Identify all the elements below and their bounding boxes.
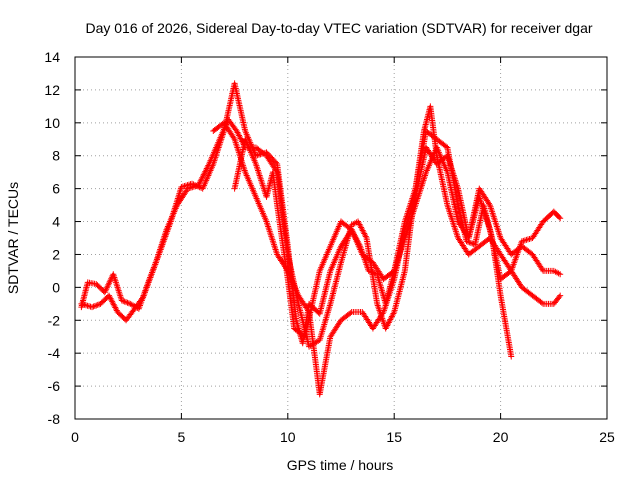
data-point [485,200,492,207]
plot-frame [74,56,608,420]
x-tick-label: 25 [599,429,615,445]
y-tick-label: 0 [52,279,60,295]
y-tick-label: 12 [44,82,60,98]
data-point [120,298,127,305]
y-tick-label: 4 [52,214,60,230]
y-tick-label: 2 [52,246,60,262]
data-point [123,299,130,306]
data-point [90,303,97,310]
data-point [463,238,470,245]
x-axis-label: GPS time / hours [287,457,394,473]
data-point [124,299,131,306]
data-point [557,215,564,222]
y-tick-label: 14 [44,49,60,65]
y-tick-label: 10 [44,115,60,131]
data-point [139,295,146,302]
y-tick-label: -6 [48,378,61,394]
data-point [89,304,96,311]
data-point [379,310,386,317]
data-point [464,238,471,245]
x-tick-label: 15 [386,429,402,445]
data-point [362,233,369,240]
x-tick-label: 0 [71,429,79,445]
y-tick-label: 8 [52,148,60,164]
data-point [508,353,515,360]
series-trace-4 [231,136,564,340]
data-point [273,167,280,174]
data-point [230,134,237,141]
data-point [94,301,101,308]
data-point [390,310,397,317]
data-point [539,266,546,273]
data-point [556,214,563,221]
x-tick-label: 20 [493,429,509,445]
data-point [125,300,132,307]
data-point [469,240,476,247]
data-point [272,159,279,166]
data-point [93,302,100,309]
grid [75,57,607,419]
chart-title: Day 016 of 2026, Sidereal Day-to-day VTE… [85,20,592,36]
y-tick-label: -8 [48,411,61,427]
data-point [557,292,564,299]
data-point [538,299,545,306]
x-tick-label: 5 [178,429,186,445]
data-point [91,303,98,310]
data-point [347,310,354,317]
y-axis-label: SDTVAR / TECUs [5,182,21,294]
data-point [466,239,473,246]
data-points [78,80,564,398]
data-point [121,298,128,305]
data-point [118,297,125,304]
data-point [556,293,563,300]
y-tick-label: -2 [48,312,61,328]
y-tick-label: -4 [48,345,61,361]
y-tick-label: 6 [52,181,60,197]
x-tick-label: 10 [280,429,296,445]
data-point [557,271,564,278]
